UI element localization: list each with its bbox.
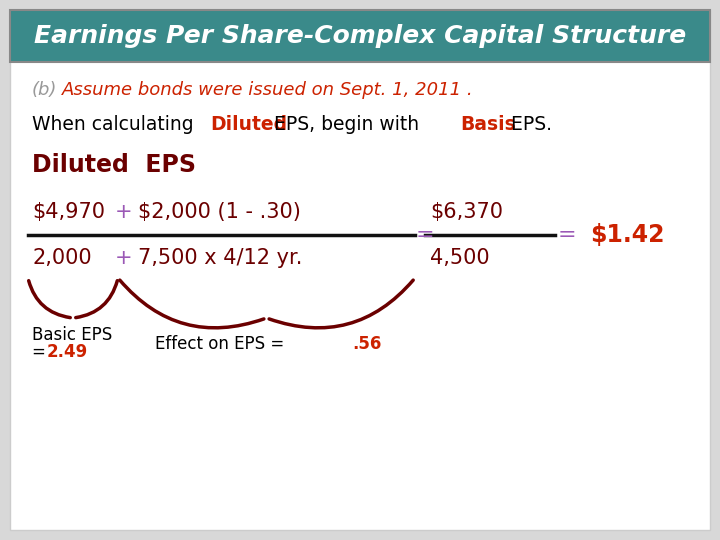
- Text: Diluted: Diluted: [210, 116, 287, 134]
- Text: 2,000: 2,000: [32, 248, 91, 268]
- Text: EPS, begin with: EPS, begin with: [268, 116, 425, 134]
- Text: Earnings Per Share-Complex Capital Structure: Earnings Per Share-Complex Capital Struc…: [34, 24, 686, 48]
- Text: +: +: [115, 248, 132, 268]
- Bar: [10, 10, 710, 62]
- Text: .56: .56: [352, 335, 382, 353]
- Text: Basic EPS: Basic EPS: [32, 326, 112, 344]
- Text: $6,370: $6,370: [430, 202, 503, 222]
- Text: Diluted  EPS: Diluted EPS: [32, 153, 196, 177]
- Text: When calculating: When calculating: [32, 116, 199, 134]
- Text: Assume bonds were issued on Sept. 1, 2011 .: Assume bonds were issued on Sept. 1, 201…: [62, 81, 474, 99]
- Text: 2.49: 2.49: [47, 343, 89, 361]
- Text: Basis: Basis: [460, 116, 516, 134]
- Text: (b): (b): [32, 81, 58, 99]
- Text: =: =: [558, 225, 577, 245]
- Text: 4,500: 4,500: [430, 248, 490, 268]
- Text: =: =: [416, 225, 435, 245]
- Text: 7,500 x 4/12 yr.: 7,500 x 4/12 yr.: [138, 248, 302, 268]
- Text: $1.42: $1.42: [590, 223, 665, 247]
- Text: =: =: [32, 343, 51, 361]
- Text: $4,970: $4,970: [32, 202, 105, 222]
- Text: +: +: [115, 202, 132, 222]
- Text: Effect on EPS =: Effect on EPS =: [155, 335, 289, 353]
- Text: $2,000 (1 - .30): $2,000 (1 - .30): [138, 202, 301, 222]
- Text: EPS.: EPS.: [505, 116, 552, 134]
